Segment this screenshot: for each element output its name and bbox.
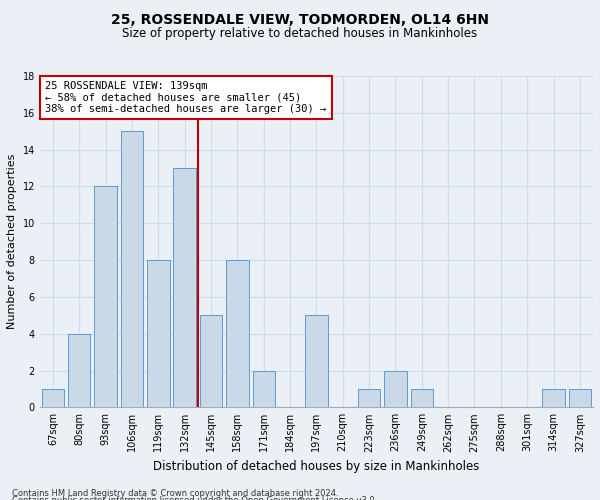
Bar bbox=[173, 168, 196, 408]
Text: 25 ROSSENDALE VIEW: 139sqm
← 58% of detached houses are smaller (45)
38% of semi: 25 ROSSENDALE VIEW: 139sqm ← 58% of deta… bbox=[45, 81, 326, 114]
Bar bbox=[68, 334, 91, 407]
Text: Size of property relative to detached houses in Mankinholes: Size of property relative to detached ho… bbox=[122, 28, 478, 40]
Bar bbox=[147, 260, 170, 408]
Bar bbox=[542, 389, 565, 407]
Text: Contains HM Land Registry data © Crown copyright and database right 2024.: Contains HM Land Registry data © Crown c… bbox=[12, 488, 338, 498]
Bar bbox=[358, 389, 380, 407]
Bar bbox=[305, 316, 328, 408]
Text: 25, ROSSENDALE VIEW, TODMORDEN, OL14 6HN: 25, ROSSENDALE VIEW, TODMORDEN, OL14 6HN bbox=[111, 12, 489, 26]
Bar bbox=[410, 389, 433, 407]
Bar bbox=[253, 370, 275, 408]
Bar bbox=[384, 370, 407, 408]
Bar bbox=[94, 186, 117, 408]
Y-axis label: Number of detached properties: Number of detached properties bbox=[7, 154, 17, 330]
Bar bbox=[121, 131, 143, 407]
Bar bbox=[42, 389, 64, 407]
Bar bbox=[569, 389, 591, 407]
Bar bbox=[226, 260, 248, 408]
Text: Contains public sector information licensed under the Open Government Licence v3: Contains public sector information licen… bbox=[12, 496, 377, 500]
Bar bbox=[200, 316, 222, 408]
X-axis label: Distribution of detached houses by size in Mankinholes: Distribution of detached houses by size … bbox=[153, 460, 479, 473]
